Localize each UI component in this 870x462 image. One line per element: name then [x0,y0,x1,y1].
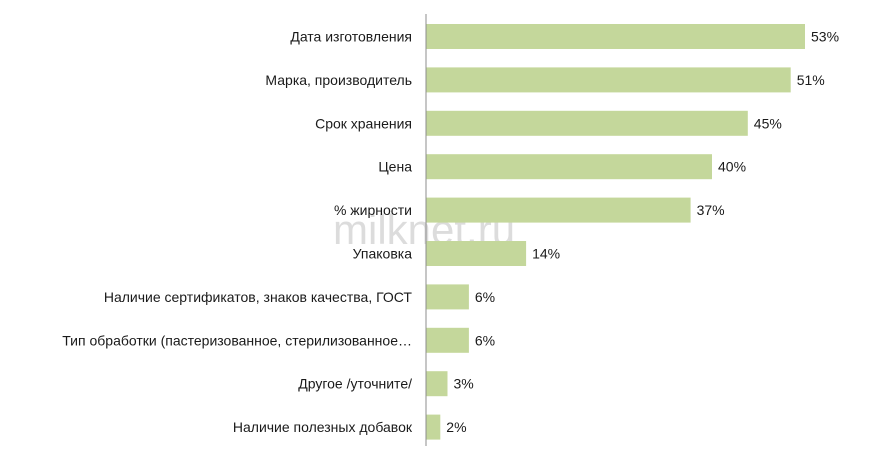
value-label: 53% [811,29,839,45]
bar [426,414,441,440]
value-label: 3% [454,376,474,392]
bar [426,154,712,180]
category-label: Цена [378,159,412,175]
value-label: 51% [797,72,825,88]
value-label: 6% [475,332,495,348]
bar [426,371,448,397]
bar [426,241,527,266]
category-label: Тип обработки (пастеризованное, стерилиз… [62,332,412,348]
category-label: Упаковка [353,246,413,262]
bar [426,327,469,353]
bar [426,24,805,49]
category-label: Дата изготовления [290,29,412,45]
category-label: Срок хранения [315,115,412,131]
bars-layer [426,24,805,440]
bar [426,110,748,136]
labels-layer: Дата изготовления 53% Марка, производитель… [62,29,839,436]
value-label: 45% [754,115,782,131]
category-label: Другое /уточните/ [298,376,412,392]
bar [426,284,469,310]
value-label: 40% [718,159,746,175]
value-label: 14% [532,246,560,262]
value-label: 6% [475,289,495,305]
category-label: Наличие полезных добавок [233,419,413,435]
bar [426,197,691,223]
value-label: 2% [446,419,466,435]
value-label: 37% [697,202,725,218]
bar [426,67,791,93]
category-label: Марка, производитель [265,72,412,88]
category-label: Наличие сертификатов, знаков качества, Г… [104,289,413,305]
category-label: % жирности [334,202,412,218]
